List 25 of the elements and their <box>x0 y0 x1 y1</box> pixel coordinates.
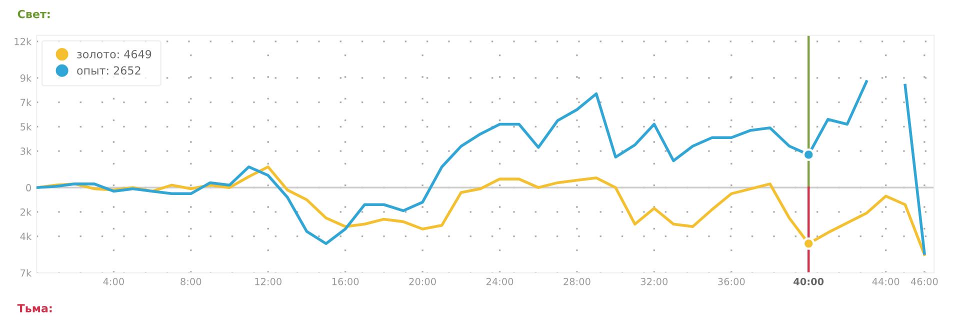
x-tick-label: 46:00 <box>910 278 938 286</box>
x-tick-label: 28:00 <box>564 278 590 286</box>
x-tick-label: 20:00 <box>409 278 436 286</box>
y-tick-label: 5k <box>20 122 32 131</box>
y-tick-label: 3k <box>20 147 32 155</box>
y-tick-label: 0 <box>26 184 31 192</box>
x-tick-label: 8:00 <box>180 278 202 286</box>
text: Свет: <box>18 10 50 18</box>
y-tick-label: 7k <box>20 269 32 277</box>
x-tick-label: 16:00 <box>332 278 359 286</box>
x-tick-label: 36:00 <box>718 278 745 286</box>
x-tick-label: 40:00 <box>794 278 824 286</box>
legend-label: золото: 4649 <box>77 50 152 58</box>
x-tick-label: 12:00 <box>255 278 282 286</box>
legend-label: опыт: 2652 <box>77 66 140 75</box>
y-tick-label: 4k <box>20 232 32 240</box>
x-tick-label: 24:00 <box>486 278 514 286</box>
y-tick-label: 7k <box>20 98 32 106</box>
y-tick-label: 12k <box>14 38 32 46</box>
y-tick-label: 2k <box>20 208 32 216</box>
x-tick-label: 32:00 <box>640 278 668 286</box>
x-tick-label: 4:00 <box>103 278 124 286</box>
y-tick-label: 9k <box>20 74 32 82</box>
text: Тьма: <box>17 304 52 312</box>
x-tick-label: 44:00 <box>872 278 900 286</box>
